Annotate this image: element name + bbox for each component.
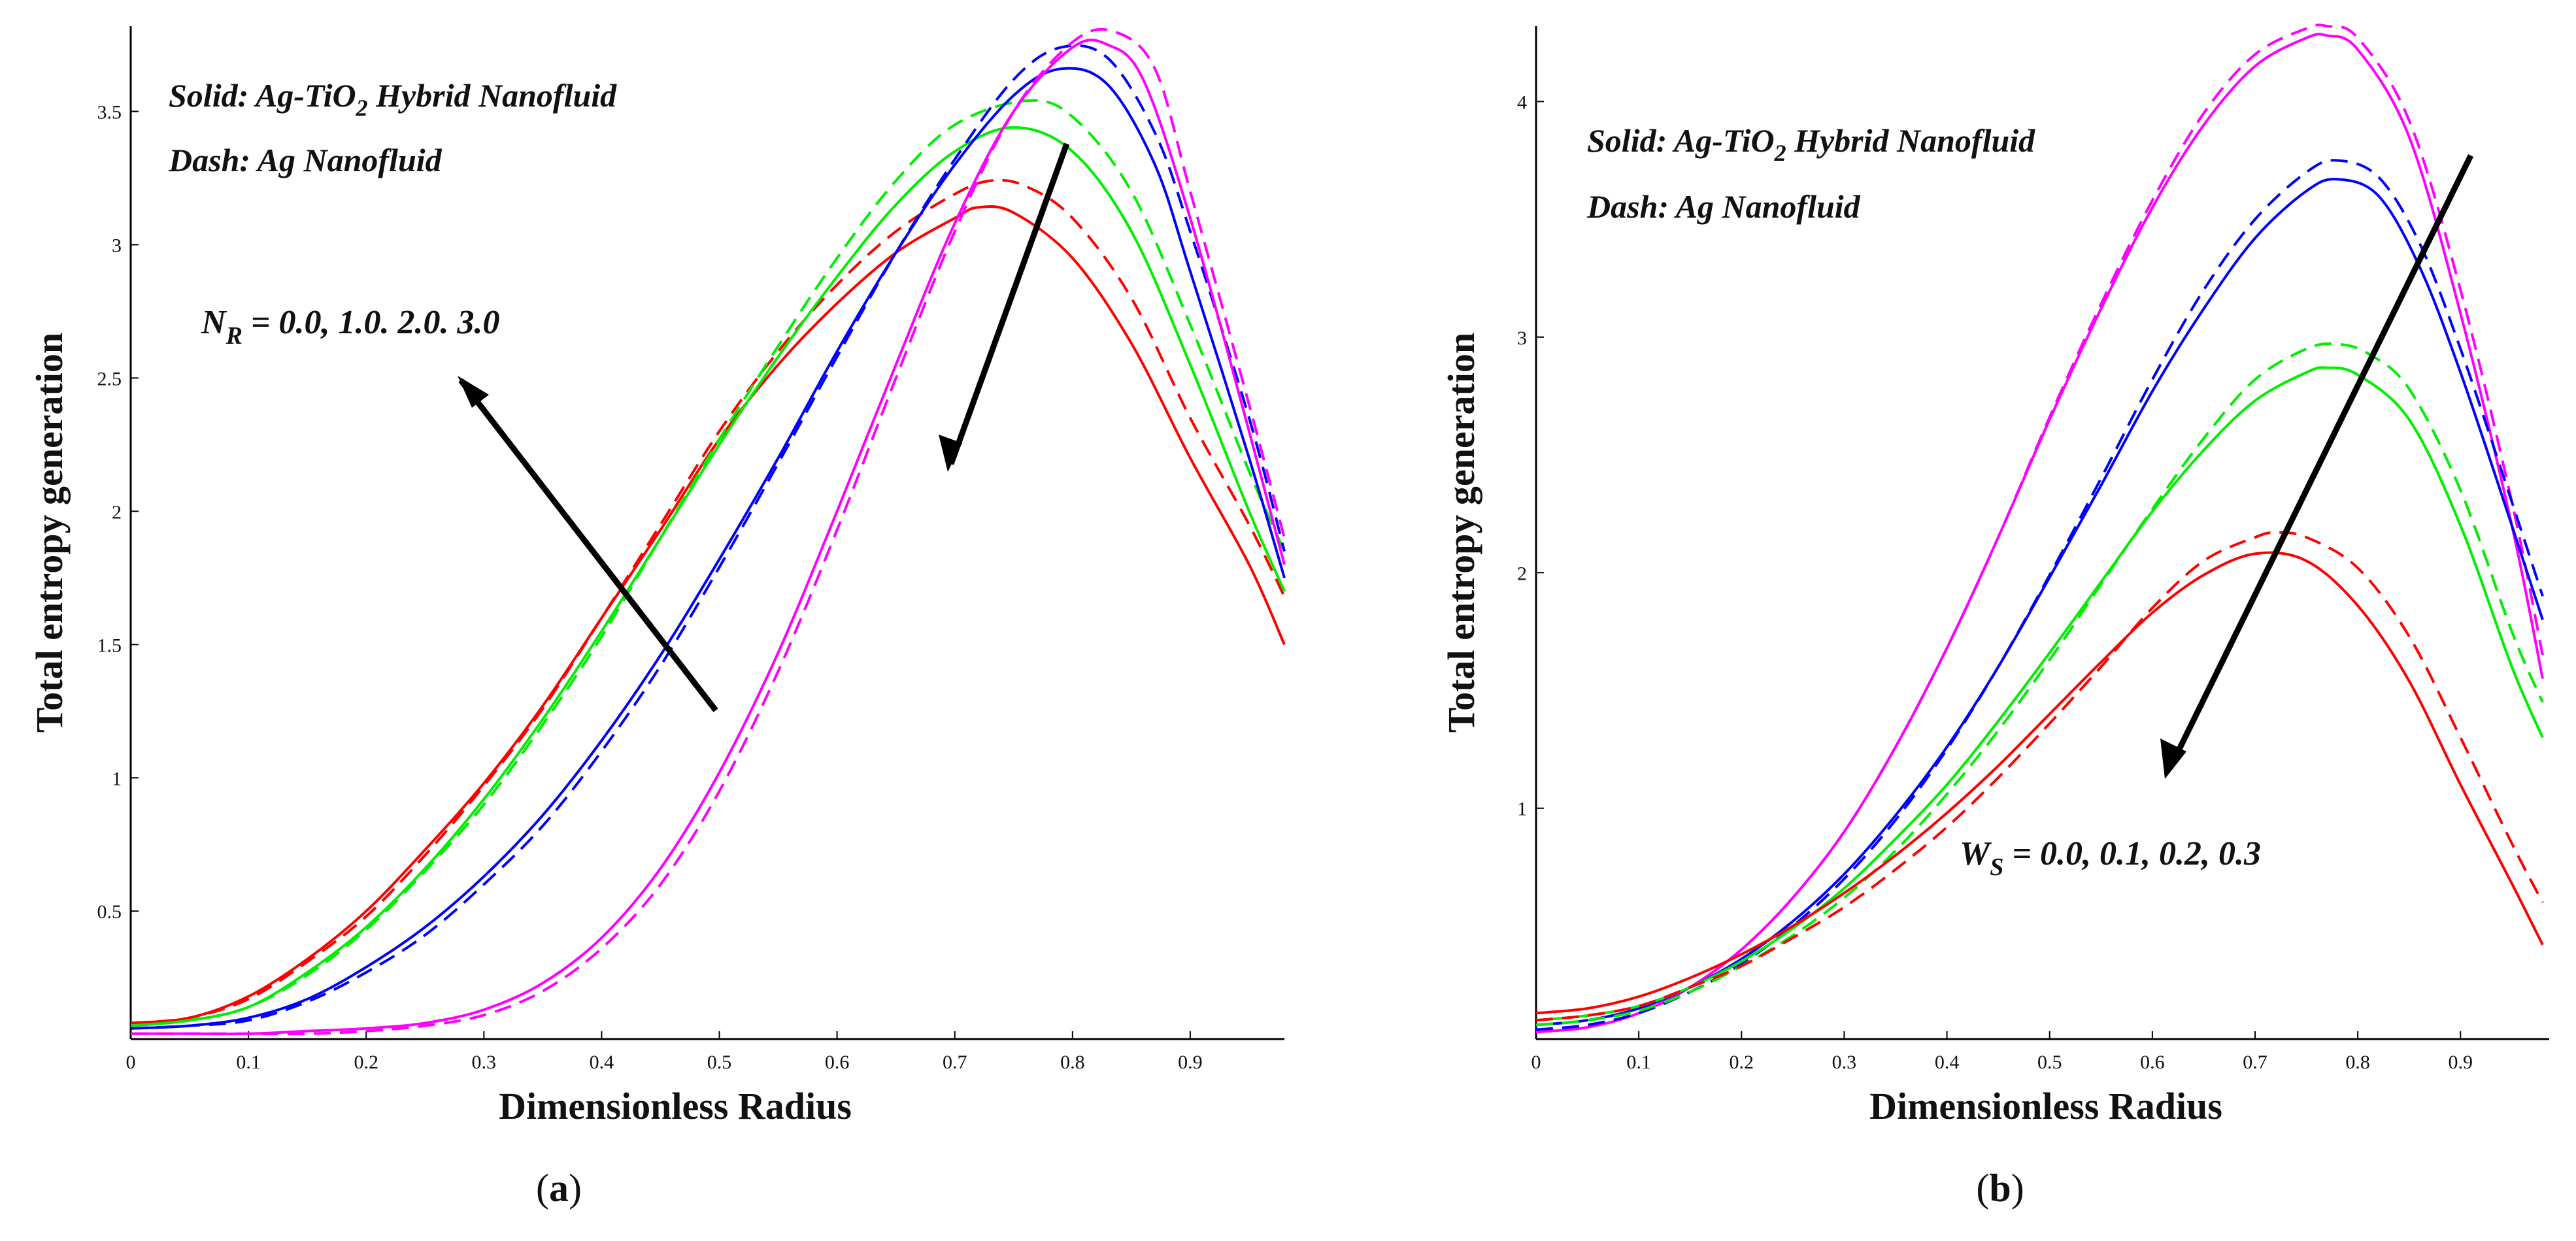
panel-a-series-line-2 <box>130 125 1286 1027</box>
panel-b-x-tick-label: 0 <box>1531 1051 1541 1073</box>
panel-a-x-tick-label: 0.1 <box>236 1051 261 1073</box>
panel-a-y-ticks: 0.5 1 1.5 2 2.5 3 3.5 <box>97 102 139 923</box>
panel-b-x-tick-label: 0.7 <box>2243 1051 2267 1073</box>
panel-a-legend-solid: Solid: Ag-TiO2 Hybrid Nanofluid <box>169 77 617 121</box>
panel-a-legend-dash: Dash: Ag Nanofluid <box>168 142 443 178</box>
panel-a-x-tick-label: 0.3 <box>472 1051 497 1073</box>
panel-a-y-tick-label: 2 <box>112 501 122 523</box>
panel-a-x-tick-label: 0.2 <box>354 1051 378 1073</box>
panel-a-series-line-4 <box>130 67 1286 1030</box>
panel-b-series-line-3 <box>1535 159 2544 1031</box>
panel-a-arrow-left <box>458 378 718 712</box>
panel-b-y-tick-label: 3 <box>1517 327 1527 349</box>
panel-a-x-tick-label: 0.4 <box>590 1051 614 1073</box>
panel-b-arrow <box>2167 154 2474 769</box>
panel-b-x-tick-label: 0.6 <box>2140 1051 2165 1073</box>
panel-b-series <box>1535 24 2544 1034</box>
panel-a-caption: (a) <box>536 1167 582 1210</box>
panel-b-series-line-0 <box>1535 33 2544 1034</box>
panel-a-series <box>130 27 1286 1036</box>
panel-b-x-tick-label: 0.3 <box>1832 1051 1857 1073</box>
panel-b-series-line-1 <box>1535 24 2544 1034</box>
panel-b-series-line-6 <box>1535 551 2544 1015</box>
panel-b-x-tick-label: 0.4 <box>1935 1051 1960 1073</box>
panel-b-y-tick-label: 4 <box>1517 91 1527 113</box>
panel-b-x-tick-label: 0.9 <box>2449 1051 2473 1073</box>
panel-b-legend-solid: Solid: Ag-TiO2 Hybrid Nanofluid <box>1587 122 2035 166</box>
panel-b-legend-dash: Dash: Ag Nanofluid <box>1586 188 1861 225</box>
panel-b-y-ticks: 1 2 3 4 <box>1517 91 1544 820</box>
panel-a-x-tick-label: 0.5 <box>707 1051 732 1073</box>
panel-b-y-tick-label: 2 <box>1517 563 1527 584</box>
panel-b-series-line-4 <box>1535 366 2544 1022</box>
panel-a-y-tick-label: 1.5 <box>97 635 122 656</box>
panel-a-arrow-right <box>948 142 1070 465</box>
panel-b-arrowhead <box>2160 738 2186 779</box>
panel-a-x-ticks: 0 0.1 0.2 0.3 0.4 0.5 0.6 0.7 0.8 0.9 <box>126 1031 1203 1073</box>
panel-b-series-line-2 <box>1535 178 2544 1027</box>
panel-a-y-tick-label: 3.5 <box>97 102 122 124</box>
panel-a-y-tick-label: 0.5 <box>97 901 122 923</box>
panel-a-x-tick-label: 0.8 <box>1060 1051 1085 1073</box>
panel-b-x-tick-label: 0.1 <box>1626 1051 1651 1073</box>
panel-b-y-tick-label: 1 <box>1517 799 1527 820</box>
panel-b-x-ticks: 0 0.1 0.2 0.3 0.4 0.5 0.6 0.7 0.8 0.9 <box>1531 1031 2473 1073</box>
panel-b-x-tick-label: 0.8 <box>2345 1051 2370 1073</box>
panel-b-annotation: WS = 0.0, 0.1, 0.2, 0.3 <box>1960 835 2261 881</box>
panel-a-x-title: Dimensionless Radius <box>499 1085 852 1127</box>
panel-a-y-title: Total entropy generation <box>28 333 71 733</box>
panel-b: 0 0.1 0.2 0.3 0.4 0.5 0.6 0.7 0.8 0.9 1 2 3 4 Solid:… <box>1440 24 2549 1210</box>
panel-a-arrowhead-left <box>458 376 489 408</box>
panel-b-caption: (b) <box>1976 1167 2024 1210</box>
panel-a-y-tick-label: 1 <box>112 768 122 789</box>
panel-a: 0 0.1 0.2 0.3 0.4 0.5 0.6 0.7 0.8 0.9 0.5 1 1.5 2 2.5… <box>28 26 1286 1210</box>
panel-a-series-line-3 <box>130 99 1286 1027</box>
panel-b-x-tick-label: 0.2 <box>1730 1051 1754 1073</box>
panel-a-series-line-6 <box>131 39 1286 1036</box>
panel-a-y-tick-label: 2.5 <box>97 368 122 389</box>
panel-a-series-line-7 <box>131 27 1286 1036</box>
panel-a-annotation: NR = 0.0, 1.0. 2.0. 3.0 <box>201 304 500 350</box>
panel-b-y-title: Total entropy generation <box>1440 333 1482 733</box>
panel-a-series-line-5 <box>130 44 1286 1030</box>
panel-b-series-line-7 <box>1535 531 2544 1022</box>
panel-b-x-tick-label: 0.5 <box>2037 1051 2062 1073</box>
panel-a-arrowhead-right <box>939 435 962 472</box>
panel-a-y-tick-label: 3 <box>112 235 122 256</box>
panel-a-x-tick-label: 0.9 <box>1178 1051 1203 1073</box>
panel-b-x-title: Dimensionless Radius <box>1869 1085 2222 1127</box>
panel-a-x-tick-label: 0.7 <box>943 1051 967 1073</box>
panel-a-x-tick-label: 0.6 <box>825 1051 850 1073</box>
panel-a-x-tick-label: 0 <box>126 1051 136 1073</box>
